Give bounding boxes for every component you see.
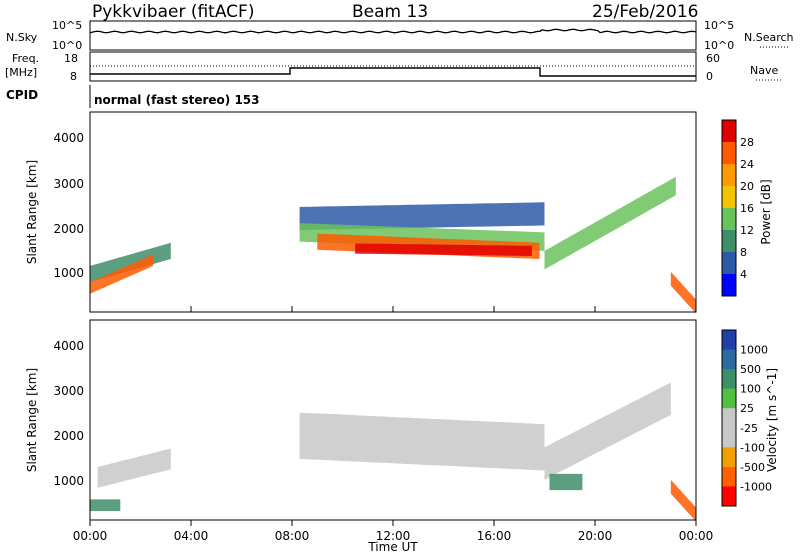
- band-late-red: [670, 479, 696, 522]
- vel-cbar-tick: 500: [740, 363, 761, 376]
- freq-right-tick-top: 60: [706, 52, 720, 65]
- band-late-end: [670, 271, 696, 314]
- velocity-ylabel: Slant Range [km]: [25, 368, 39, 472]
- vel-cbar-tick: -100: [740, 441, 765, 454]
- velocity-data: [90, 382, 696, 522]
- power-cbar-tick: 12: [740, 224, 754, 237]
- freq-left-label-1: Freq.: [12, 52, 39, 65]
- beam-title: Beam 13: [352, 2, 428, 22]
- vel-cbar-swatch: [722, 427, 736, 448]
- noise-right-tick-top: 10^5: [704, 19, 734, 32]
- noise-panel-frame: [89, 20, 697, 51]
- x-axis: 00:00 04:00 08:00 12:00 16:00 20:00 00:00: [73, 306, 714, 543]
- power-cbar-tick: 8: [740, 246, 747, 259]
- vel-cbar-tick: -500: [740, 461, 765, 474]
- x-tick-label: 20:00: [578, 529, 613, 543]
- velocity-colorbar: 1000 500 100 25 -25 -100 -500 -1000: [721, 329, 772, 507]
- freq-left-label-2: [MHz]: [5, 66, 37, 79]
- freq-right-label: Nave: [750, 64, 778, 77]
- power-cbar-tick: 28: [740, 136, 754, 149]
- band-late-grey: [544, 382, 671, 480]
- vel-cbar-swatch: [722, 388, 736, 409]
- vel-cbar-tick: -25: [740, 422, 758, 435]
- noise-right-label: N.Search: [744, 31, 794, 44]
- x-tick-label: 04:00: [174, 529, 209, 543]
- power-ytick-2000: 2000: [53, 222, 84, 236]
- vel-cbar-swatch: [722, 408, 736, 429]
- date-title: 25/Feb/2016: [592, 2, 698, 22]
- power-cbar-swatch: [722, 120, 736, 143]
- power-cbar-swatch: [722, 208, 736, 231]
- power-ytick-3000: 3000: [53, 177, 84, 191]
- vel-cbar-swatch: [722, 369, 736, 390]
- freq-right-tick-bottom: 0: [706, 70, 713, 83]
- power-cbar-tick: 4: [740, 268, 747, 281]
- band-main-upper: [299, 202, 545, 231]
- noise-left-label: N.Sky: [6, 31, 38, 44]
- vel-cbar-tick: 100: [740, 383, 761, 396]
- vel-ytick-3000: 3000: [53, 384, 84, 398]
- power-ytick-4000: 4000: [53, 131, 84, 145]
- noise-trace: [89, 28, 697, 34]
- power-cbar-swatch: [722, 164, 736, 187]
- power-ylabel: Slant Range [km]: [25, 160, 39, 264]
- band-late-rise: [544, 176, 676, 270]
- power-colorbar-label: Power [dB]: [759, 179, 773, 244]
- vel-cbar-swatch: [722, 466, 736, 487]
- noise-left-tick-bottom: 10^0: [52, 39, 82, 52]
- power-ytick-1000: 1000: [53, 266, 84, 280]
- band-early-green: [90, 499, 121, 511]
- vel-ytick-1000: 1000: [53, 474, 84, 488]
- x-tick-label: 00:00: [73, 529, 108, 543]
- power-cbar-tick: 24: [740, 158, 754, 171]
- power-colorbar: 28 24 20 16 12 8 4: [721, 119, 754, 297]
- vel-cbar-swatch: [722, 330, 736, 351]
- freq-left-tick-top: 18: [64, 52, 78, 65]
- x-tick-label: 00:00: [679, 529, 714, 543]
- power-cbar-swatch: [722, 252, 736, 275]
- vel-cbar-tick: -1000: [740, 480, 772, 493]
- x-tick-label: 16:00: [477, 529, 512, 543]
- station-title: Pykkvibaer (fitACF): [92, 2, 254, 22]
- x-tick-label: 12:00: [376, 529, 411, 543]
- freq-trace: [90, 67, 696, 77]
- x-axis-title: Time UT: [367, 540, 418, 554]
- power-cbar-tick: 16: [740, 202, 754, 215]
- cpid-label: CPID: [6, 88, 38, 102]
- vel-cbar-swatch: [722, 486, 736, 507]
- power-cbar-swatch: [722, 274, 736, 297]
- band-early-grey: [97, 448, 171, 488]
- vel-ytick-4000: 4000: [53, 339, 84, 353]
- noise-right-tick-bottom: 10^0: [704, 39, 734, 52]
- power-cbar-swatch: [722, 230, 736, 253]
- velocity-colorbar-label: Velocity [m s^-1]: [765, 368, 779, 472]
- power-data: [90, 176, 696, 314]
- freq-left-tick-bottom: 8: [70, 70, 77, 83]
- band-main-grey: [299, 412, 545, 471]
- vel-ytick-2000: 2000: [53, 429, 84, 443]
- x-tick-label: 08:00: [275, 529, 310, 543]
- power-cbar-frame: [721, 119, 737, 297]
- power-cbar-tick: 20: [740, 180, 754, 193]
- band-late-green: [549, 473, 583, 491]
- power-cbar-swatch: [722, 142, 736, 165]
- band-early-low: [90, 242, 171, 283]
- vel-cbar-swatch: [722, 349, 736, 370]
- noise-left-tick-top: 10^5: [52, 19, 82, 32]
- vel-cbar-tick: 25: [740, 402, 754, 415]
- band-main-red: [355, 243, 532, 256]
- power-cbar-swatch: [722, 186, 736, 209]
- vel-cbar-tick: 1000: [740, 344, 768, 357]
- band-early-core: [90, 254, 154, 294]
- cpid-text: normal (fast stereo) 153: [94, 93, 260, 107]
- vel-cbar-frame: [721, 329, 737, 507]
- vel-cbar-swatch: [722, 447, 736, 468]
